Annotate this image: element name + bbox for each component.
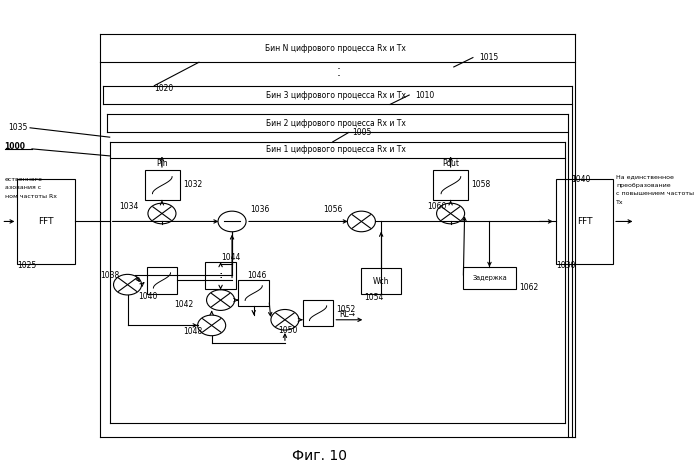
Bar [303, 300, 333, 326]
Text: Задержка: Задержка [472, 275, 507, 281]
Text: Wch: Wch [373, 276, 389, 285]
Text: 1042: 1042 [175, 300, 194, 309]
Circle shape [207, 290, 235, 310]
Text: 1056: 1056 [323, 205, 343, 214]
Text: 1048: 1048 [183, 327, 202, 336]
Text: 1050: 1050 [279, 325, 298, 334]
Bar [17, 179, 75, 264]
Text: 1030: 1030 [556, 261, 575, 270]
Text: 1054: 1054 [365, 293, 384, 302]
Text: На единственное: На единственное [617, 174, 674, 179]
Text: 1025: 1025 [17, 261, 36, 270]
Text: FFT: FFT [577, 217, 592, 226]
Bar [145, 170, 180, 200]
Text: Бин N цифрового процесса Rx и Tx: Бин N цифрового процесса Rx и Tx [266, 44, 406, 53]
Text: 1040: 1040 [572, 175, 591, 184]
Text: 1010: 1010 [416, 90, 435, 99]
Text: 1000: 1000 [5, 142, 26, 151]
Text: FFT: FFT [38, 217, 54, 226]
Bar [147, 267, 178, 294]
Text: 1036: 1036 [250, 205, 269, 214]
Text: 1040: 1040 [138, 292, 158, 301]
Bar [361, 268, 401, 294]
Text: ÷: ÷ [215, 269, 226, 282]
Circle shape [218, 211, 246, 232]
Text: ественного: ественного [5, 177, 43, 182]
Bar [206, 262, 236, 289]
Bar [556, 179, 613, 264]
Text: Бин 1 цифрового процесса Rx и Tx: Бин 1 цифрового процесса Rx и Tx [266, 146, 406, 154]
Text: 1015: 1015 [480, 53, 498, 62]
Text: 1020: 1020 [154, 83, 173, 92]
Text: Pin: Pin [156, 159, 168, 168]
Text: азования с: азования с [5, 185, 41, 190]
Text: ном частоты Rx: ном частоты Rx [5, 194, 57, 199]
Text: ·: · [337, 63, 341, 76]
Bar [463, 267, 516, 289]
Text: Бин 3 цифрового процесса Rx и Tx: Бин 3 цифрового процесса Rx и Tx [266, 90, 406, 99]
Bar [433, 170, 468, 200]
Text: 1052: 1052 [336, 305, 355, 314]
Circle shape [148, 203, 176, 224]
Text: 1038: 1038 [100, 271, 120, 280]
Circle shape [113, 275, 142, 295]
Circle shape [347, 211, 375, 232]
Text: Тх: Тх [617, 200, 624, 205]
Text: с повышением частоты: с повышением частоты [617, 191, 694, 196]
Text: 1005: 1005 [352, 128, 371, 137]
Bar [238, 280, 269, 306]
Text: ·: · [337, 70, 341, 83]
Text: RL→: RL→ [340, 309, 356, 319]
Text: Бин 2 цифрового процесса Rx и Tx: Бин 2 цифрового процесса Rx и Tx [266, 119, 406, 128]
Text: 1034: 1034 [120, 202, 138, 211]
Text: преобразование: преобразование [617, 183, 671, 188]
Text: 1058: 1058 [471, 180, 490, 189]
Text: 1032: 1032 [183, 180, 202, 189]
Text: 1044: 1044 [221, 253, 240, 262]
Text: 1046: 1046 [247, 271, 266, 280]
Text: 1060: 1060 [427, 202, 447, 211]
Circle shape [198, 315, 226, 336]
Text: 1062: 1062 [519, 283, 538, 292]
Circle shape [437, 203, 465, 224]
Text: Pout: Pout [442, 159, 459, 168]
Circle shape [271, 309, 299, 330]
Text: 1035: 1035 [8, 123, 27, 132]
Text: Фиг. 10: Фиг. 10 [292, 448, 347, 463]
